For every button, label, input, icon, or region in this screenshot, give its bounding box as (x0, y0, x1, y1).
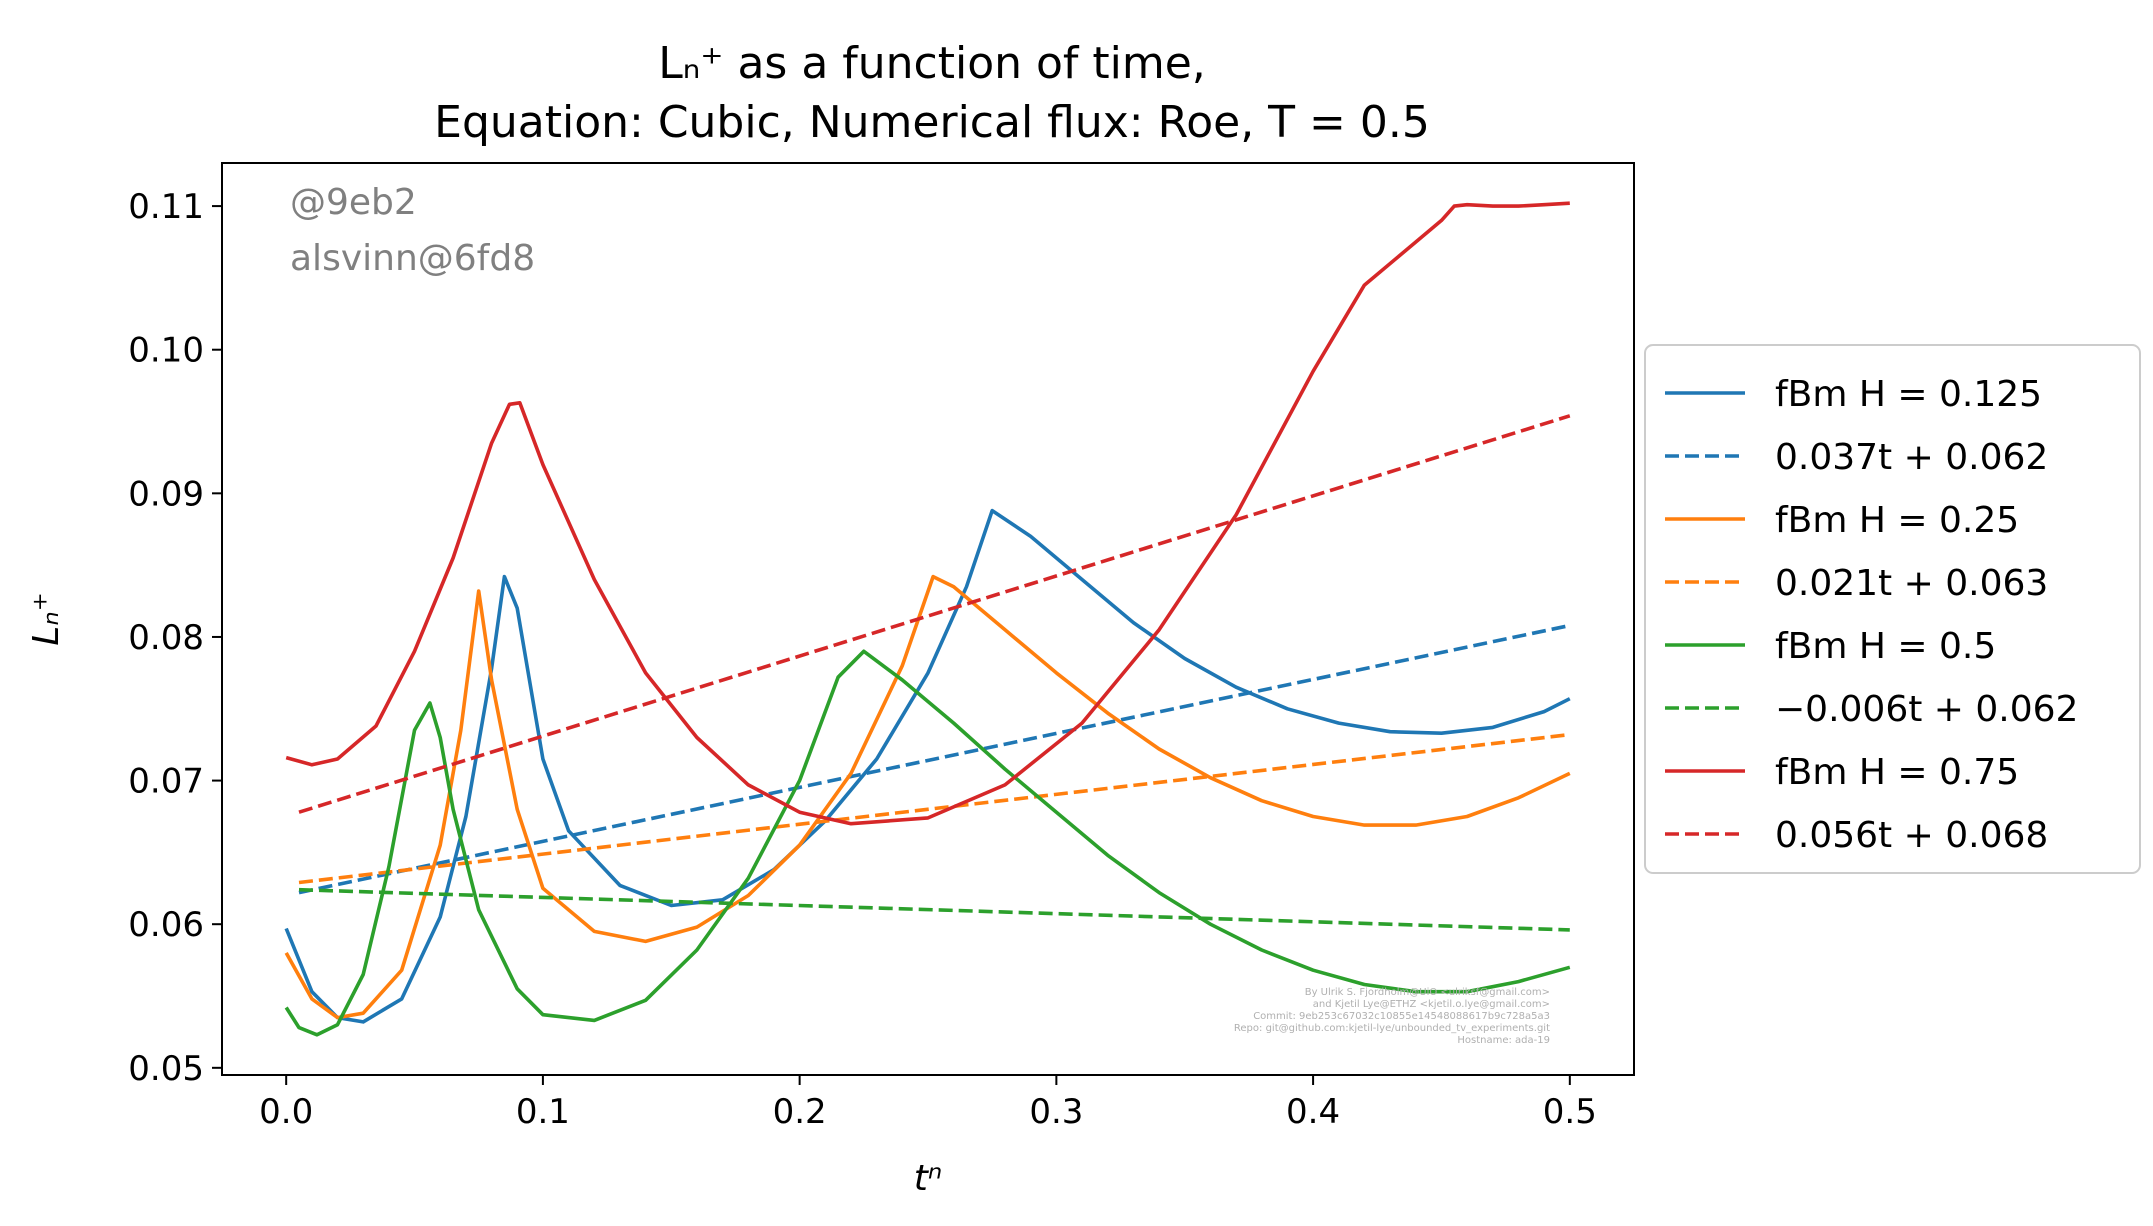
plot-area (221, 162, 1635, 1076)
legend-label: −0.006t + 0.062 (1775, 689, 2078, 730)
x-tick-label: 0.0 (259, 1092, 313, 1132)
x-tick-label: 0.3 (1029, 1092, 1083, 1132)
series-line-3 (284, 574, 1571, 1020)
legend: fBm H = 0.125 0.037t + 0.062 fBm H = 0.25 0… (1644, 344, 2141, 874)
y-tick-label: 0.07 (128, 762, 204, 802)
y-tick-label: 0.09 (128, 474, 204, 514)
credit-line: Repo: git@github.com:kjetil-lye/unbounde… (1234, 1023, 1550, 1034)
legend-label: 0.037t + 0.062 (1775, 437, 2048, 478)
legend-label: 0.056t + 0.068 (1775, 815, 2048, 856)
y-tick-label: 0.10 (128, 331, 204, 371)
x-tick-label: 0.4 (1286, 1092, 1340, 1132)
credit-line: Commit: 9eb253c67032c10855e14548088617b9… (1253, 1011, 1550, 1022)
credit-block: By Ulrik S. Fjordholm@UiO <ulriksf@gmail… (1234, 987, 1550, 1046)
legend-label: fBm H = 0.5 (1775, 626, 1996, 667)
x-tick-label: 0.1 (516, 1092, 570, 1132)
plot-frame (221, 162, 1635, 1076)
y-axis-label: Lₙ⁺ (26, 592, 67, 645)
series-line-2 (298, 623, 1571, 895)
credit-line: By Ulrik S. Fjordholm@UiO <ulriksf@gmail… (1305, 987, 1550, 998)
legend-label: 0.021t + 0.063 (1775, 563, 2048, 604)
series-line-7 (285, 201, 1570, 826)
y-tick-label: 0.05 (128, 1049, 204, 1089)
x-tick-label: 0.5 (1543, 1092, 1597, 1132)
x-tick-label: 0.2 (773, 1092, 827, 1132)
legend-label: fBm H = 0.25 (1775, 500, 2019, 541)
y-tick-label: 0.08 (128, 618, 204, 658)
chart-title-line-2: Equation: Cubic, Numerical flux: Roe, T … (434, 97, 1430, 148)
x-axis-label: tⁿ (914, 1158, 942, 1199)
annotation-commit: @9eb2 (290, 182, 417, 223)
series-line-6 (298, 887, 1570, 932)
credit-line: Hostname: ada-19 (1457, 1035, 1550, 1046)
chart-title-line-1: Lₙ⁺ as a function of time, (658, 38, 1206, 89)
y-axis: 0.05 0.06 0.07 0.08 0.09 0.10 0.11 (128, 187, 222, 1089)
series-layer (284, 201, 1571, 1037)
legend-frame (1644, 344, 2141, 874)
series-line-8 (298, 414, 1571, 814)
series-line-5 (284, 649, 1571, 1037)
credit-line: and Kjetil Lye@ETHZ <kjetil.o.lye@gmail.… (1313, 999, 1550, 1010)
legend-label: fBm H = 0.125 (1775, 374, 2042, 415)
legend-label: fBm H = 0.75 (1775, 752, 2019, 793)
x-axis: 0.0 0.1 0.2 0.3 0.4 0.5 (259, 1075, 1597, 1132)
y-tick-label: 0.06 (128, 905, 204, 945)
y-tick-label: 0.11 (128, 187, 204, 227)
annotation-host: alsvinn@6fd8 (290, 238, 535, 279)
series-line-4 (298, 732, 1571, 885)
